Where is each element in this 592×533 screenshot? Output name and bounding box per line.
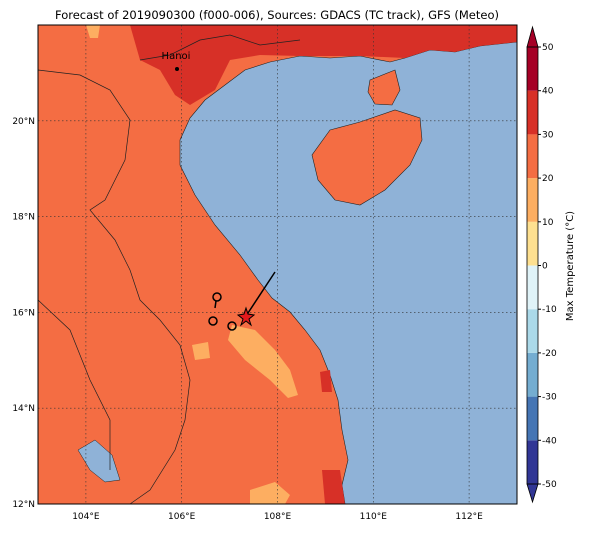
colorbar-tick-label: -30 xyxy=(542,393,557,403)
storm-star xyxy=(236,306,256,327)
colorbar-tick-label: 40 xyxy=(542,87,554,97)
colorbar-band xyxy=(527,352,538,397)
track-line xyxy=(245,271,276,317)
y-tick-label: 14°N xyxy=(12,404,35,414)
colorbar-band xyxy=(527,221,538,266)
colorbar-tick-label: -50 xyxy=(542,480,557,490)
storm-track xyxy=(208,271,276,331)
colorbar-band xyxy=(527,265,538,310)
colorbar-band xyxy=(527,396,538,441)
colorbar-tick-label: 30 xyxy=(542,130,554,140)
colorbar-band xyxy=(527,178,538,222)
colorbar-tick-label: 0 xyxy=(542,262,548,272)
track-point xyxy=(227,321,237,331)
colorbar-band xyxy=(527,90,538,135)
colorbar-tick-label: 50 xyxy=(542,43,554,53)
colorbar-tick-label: -10 xyxy=(542,305,557,315)
colorbar-band xyxy=(527,134,538,179)
colorbar-tick-label: 10 xyxy=(542,218,554,228)
city-label: Hanoi xyxy=(162,51,191,62)
x-tick-label: 108°E xyxy=(264,512,292,522)
hot-zone-north xyxy=(130,25,517,105)
y-tick-label: 18°N xyxy=(12,213,35,223)
track-point xyxy=(212,292,222,302)
city-dot xyxy=(175,67,179,71)
lake xyxy=(77,439,121,483)
map-title: Forecast of 2019090300 (f000-006), Sourc… xyxy=(55,8,499,22)
y-tick-label: 16°N xyxy=(12,308,35,318)
colorbar-band xyxy=(527,47,538,91)
x-tick-label: 110°E xyxy=(360,512,388,522)
hot-zone-south xyxy=(320,370,345,504)
colorbar-extend xyxy=(526,25,539,48)
x-tick-label: 106°E xyxy=(168,512,196,522)
colorbar-tick-label: -20 xyxy=(542,349,557,359)
x-tick-label: 112°E xyxy=(455,512,483,522)
colorbar-tick-label: -40 xyxy=(542,436,557,446)
y-tick-label: 12°N xyxy=(12,500,35,510)
hainan xyxy=(311,109,423,206)
colorbar-tick-label: 20 xyxy=(542,174,554,184)
colorbar-band xyxy=(527,440,538,484)
y-tick-label: 20°N xyxy=(12,117,35,127)
colorbar-band xyxy=(527,309,538,353)
map-frame xyxy=(37,24,518,505)
track-point xyxy=(208,316,218,326)
colorbar: -50 -40 -30 -20 -10 0 10 20 30 40 50 xyxy=(526,25,557,504)
map-area: Hanoi xyxy=(37,24,518,505)
colorbar-label: Max Temperature (°C) xyxy=(565,211,576,321)
x-tick-label: 104°E xyxy=(72,512,100,522)
leizhou xyxy=(367,69,401,106)
colorbar-extend xyxy=(526,483,539,504)
track-tail xyxy=(214,300,217,309)
